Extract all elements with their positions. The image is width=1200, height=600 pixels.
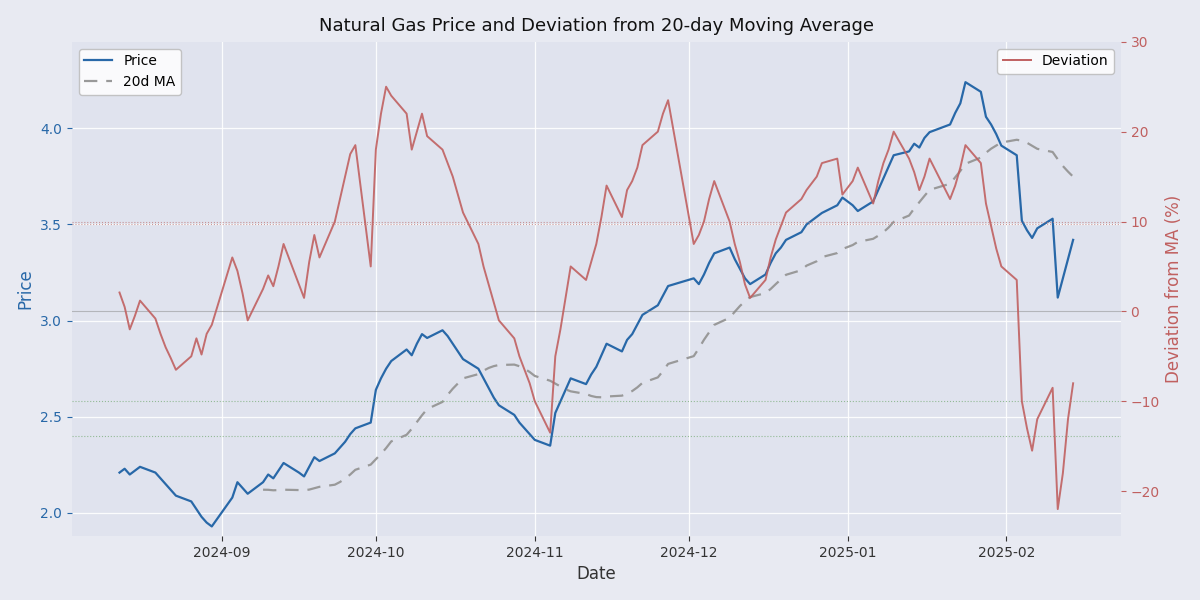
Legend: Deviation: Deviation bbox=[997, 49, 1114, 74]
Line: Price: Price bbox=[120, 82, 1073, 526]
X-axis label: Date: Date bbox=[576, 565, 616, 583]
Y-axis label: Price: Price bbox=[17, 269, 35, 309]
Legend: Price, 20d MA: Price, 20d MA bbox=[79, 49, 181, 95]
Y-axis label: Deviation from MA (%): Deviation from MA (%) bbox=[1165, 195, 1183, 383]
Title: Natural Gas Price and Deviation from 20-day Moving Average: Natural Gas Price and Deviation from 20-… bbox=[319, 17, 874, 35]
Line: 20d MA: 20d MA bbox=[263, 140, 1073, 490]
Line: Deviation: Deviation bbox=[120, 87, 1073, 509]
